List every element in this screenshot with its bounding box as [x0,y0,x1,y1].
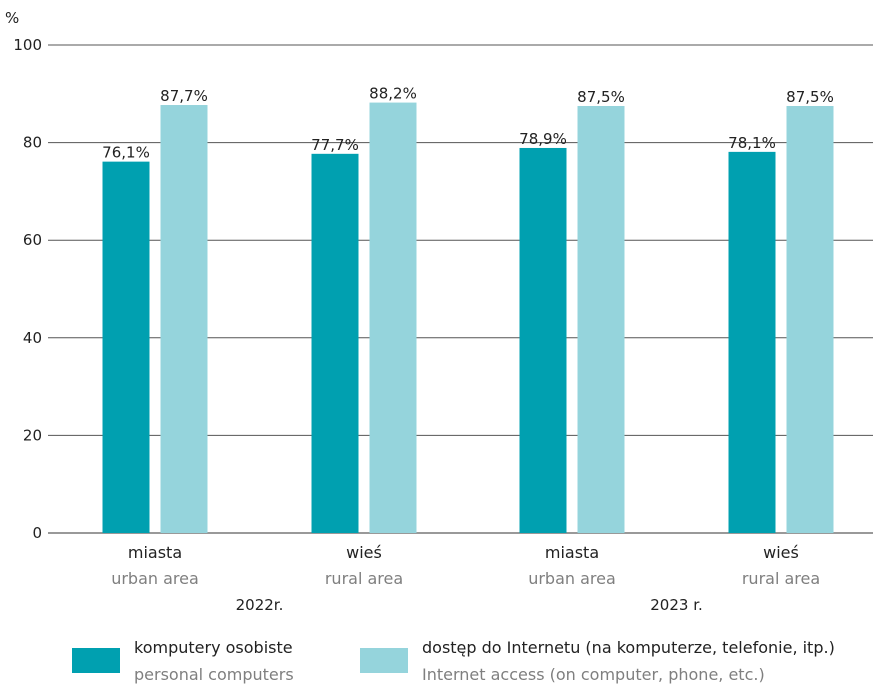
year-groups: 2022r. 2023 r. [236,596,703,614]
bar [728,151,776,533]
bar [311,153,359,533]
x-tick-sublabel: urban area [111,569,199,588]
x-tick-sublabel: urban area [528,569,616,588]
y-tick-label: 40 [23,329,42,347]
x-tick-label: miasta [545,543,599,562]
data-label: 76,1% [102,144,150,162]
x-tick-sublabel: rural area [742,569,820,588]
y-tick-label: 60 [23,231,42,249]
y-tick-label: 0 [32,524,42,542]
legend-label: dostęp do Internetu (na komputerze, tele… [422,638,835,657]
bar [577,106,625,533]
data-label: 88,2% [369,85,417,103]
bar [786,106,834,533]
data-label: 87,5% [786,88,834,106]
bar [160,105,208,534]
bar [519,147,567,533]
x-tick-label: miasta [128,543,182,562]
group-label: 2022r. [236,596,284,614]
x-tick-label: wieś [763,543,799,562]
x-axis-categories: miasta urban area wieś rural area miasta urba… [111,543,820,588]
data-label: 78,1% [728,134,776,152]
data-label: 87,7% [160,87,208,105]
data-label: 77,7% [311,136,359,154]
bar [102,161,150,533]
legend-swatch [72,648,120,673]
bars: 76,1% 77,7% 78,9% 78,1% 87,7% 88,2% 87,5% 87,5% [102,85,834,534]
legend-swatch [360,648,408,673]
legend-sublabel: personal computers [134,665,294,684]
data-label: 78,9% [519,130,567,148]
y-tick-label: 80 [23,134,42,152]
data-label: 87,5% [577,88,625,106]
y-axis-ticks: 0 20 40 60 80 100 [13,36,42,542]
legend: komputery osobiste personal computers dost… [72,638,835,684]
x-tick-label: wieś [346,543,382,562]
bar [369,102,417,534]
y-tick-label: 100 [13,36,42,54]
legend-sublabel: Internet access (on computer, phone, etc… [422,665,765,684]
group-label: 2023 r. [650,596,703,614]
x-tick-sublabel: rural area [325,569,403,588]
y-tick-label: 20 [23,426,42,444]
legend-label: komputery osobiste [134,638,293,657]
y-axis-label: % [5,9,19,27]
